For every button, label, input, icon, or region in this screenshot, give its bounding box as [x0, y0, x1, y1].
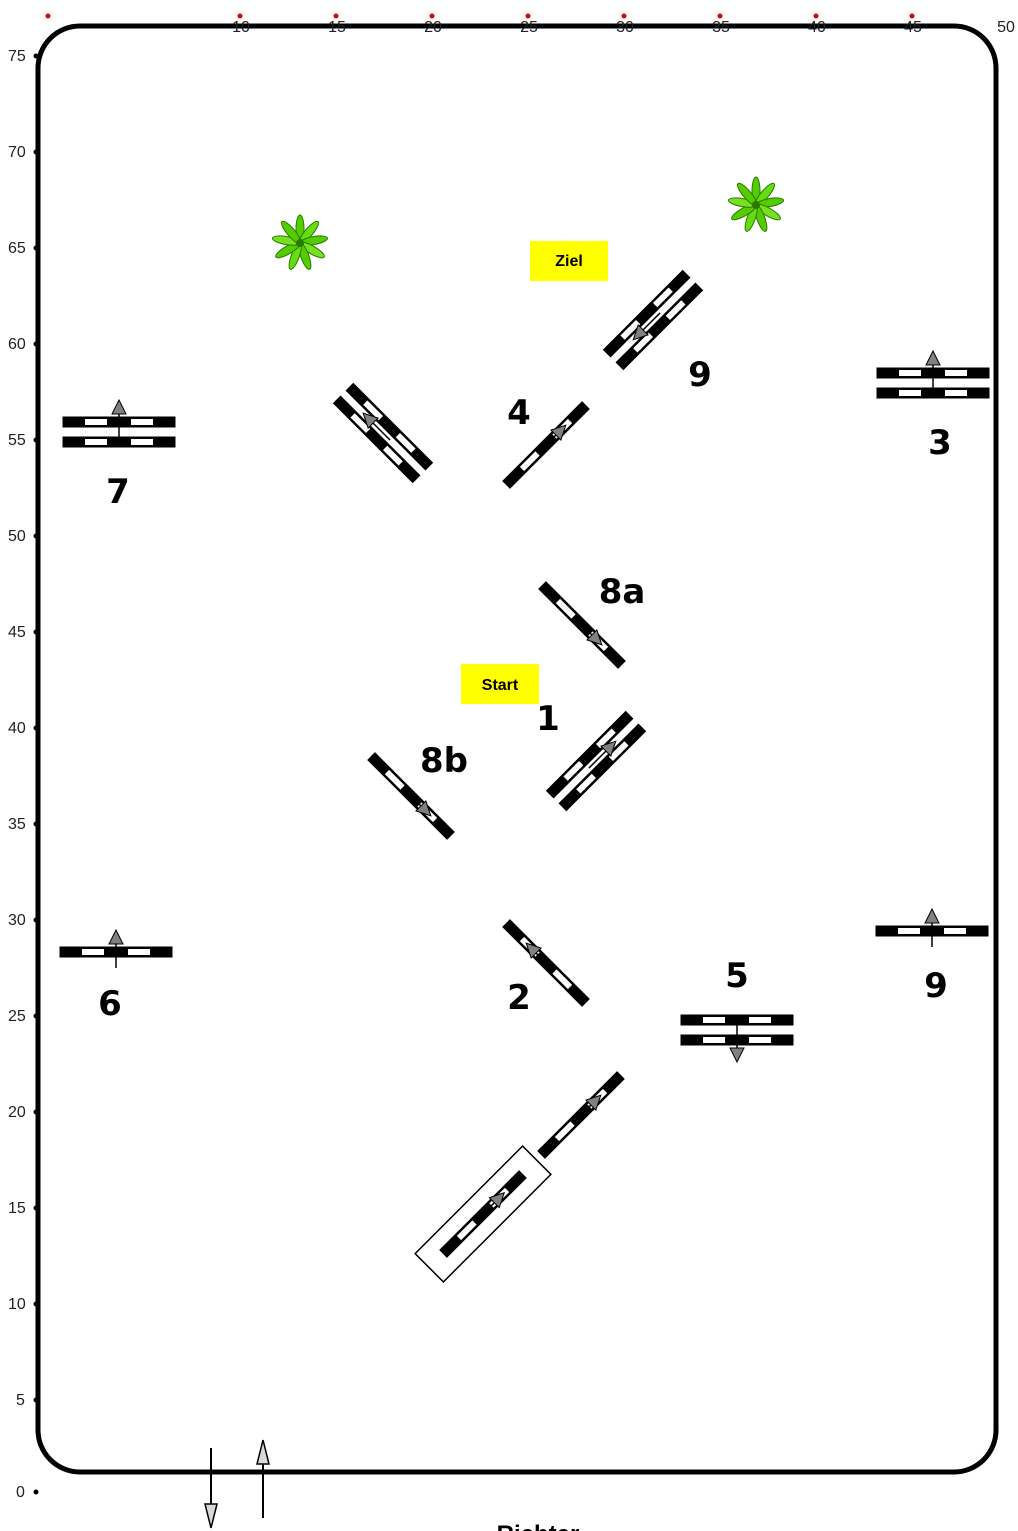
- x-tick-label: 20: [424, 19, 442, 36]
- y-tick-label: 0: [16, 1484, 25, 1501]
- y-marker-dot: [33, 533, 39, 539]
- y-marker-dot: [33, 245, 39, 251]
- y-marker-dot: [33, 1397, 39, 1403]
- x-marker-dot: [813, 13, 819, 19]
- y-marker-dot: [33, 821, 39, 827]
- y-marker-dot: [33, 1489, 39, 1495]
- finish-text: Ziel: [555, 253, 583, 270]
- x-tick-label: 25: [520, 19, 538, 36]
- x-marker-dot: [237, 13, 243, 19]
- obstacle-unnumbered-water: [414, 1145, 552, 1283]
- x-marker-dot: [45, 13, 51, 19]
- y-tick-label: 75: [8, 48, 26, 65]
- obstacle-6-number: 6: [98, 984, 122, 1024]
- x-marker-dot: [429, 13, 435, 19]
- y-marker-dot: [33, 437, 39, 443]
- obstacle-3-number: 3: [928, 423, 952, 463]
- y-tick-label: 5: [16, 1392, 25, 1409]
- obstacle-8a-number: 8a: [599, 572, 646, 612]
- start-label: Start: [461, 664, 539, 704]
- obstacle-1-number: 1: [536, 699, 560, 739]
- y-axis: 75 70 65 60 55 50 45 40 35 30 25 20 15 1…: [8, 48, 39, 1501]
- y-tick-label: 20: [8, 1104, 26, 1121]
- x-marker-dot: [909, 13, 915, 19]
- y-marker-dot: [33, 53, 39, 59]
- y-tick-label: 25: [8, 1008, 26, 1025]
- y-tick-label: 70: [8, 144, 26, 161]
- obstacle-10-number: 9: [688, 355, 712, 395]
- obstacle-9-number: 9: [924, 966, 948, 1006]
- y-marker-dot: [33, 1109, 39, 1115]
- obstacle-5-number: 5: [725, 956, 749, 996]
- x-marker-dot: [621, 13, 627, 19]
- x-marker-dot: [333, 13, 339, 19]
- x-marker-dot: [525, 13, 531, 19]
- obstacle-2-number: 2: [507, 978, 531, 1018]
- y-tick-label: 30: [8, 912, 26, 929]
- x-tick-label: 30: [616, 19, 634, 36]
- y-tick-label: 35: [8, 816, 26, 833]
- y-marker-dot: [33, 341, 39, 347]
- x-marker-dot: [717, 13, 723, 19]
- obstacle-7-number: 7: [106, 472, 130, 512]
- finish-highlight: [530, 241, 608, 281]
- x-tick-label: 40: [808, 19, 826, 36]
- y-tick-label: 40: [8, 720, 26, 737]
- arrow-down-icon: [204, 1448, 218, 1529]
- start-text: Start: [482, 677, 519, 694]
- x-axis: 10 15 20 25 30 35 40 45 50: [45, 13, 1015, 36]
- y-tick-label: 55: [8, 432, 26, 449]
- x-tick-label: 35: [712, 19, 730, 36]
- x-tick-label: 50: [997, 19, 1015, 36]
- y-tick-label: 10: [8, 1296, 26, 1313]
- y-tick-label: 15: [8, 1200, 26, 1217]
- y-marker-dot: [33, 1205, 39, 1211]
- y-marker-dot: [33, 1013, 39, 1019]
- y-tick-label: 45: [8, 624, 26, 641]
- start-highlight: [461, 664, 539, 704]
- y-tick-label: 65: [8, 240, 26, 257]
- y-marker-dot: [33, 1301, 39, 1307]
- y-marker-dot: [33, 629, 39, 635]
- y-marker-dot: [33, 149, 39, 155]
- y-marker-dot: [33, 917, 39, 923]
- judge-label: Richter: [497, 1521, 580, 1531]
- x-tick-label: 45: [904, 19, 922, 36]
- y-tick-label: 60: [8, 336, 26, 353]
- entry-exit-arrows: [204, 1439, 270, 1529]
- y-tick-label: 50: [8, 528, 26, 545]
- x-tick-label: 15: [328, 19, 346, 36]
- arena-border: [35, 23, 999, 1475]
- y-marker-dot: [33, 725, 39, 731]
- x-tick-label: 10: [232, 19, 250, 36]
- obstacle-4-number: 4: [507, 393, 531, 433]
- finish-label: Ziel: [530, 241, 608, 281]
- obstacle-8b-number: 8b: [420, 741, 468, 781]
- arrow-up-icon: [256, 1439, 270, 1518]
